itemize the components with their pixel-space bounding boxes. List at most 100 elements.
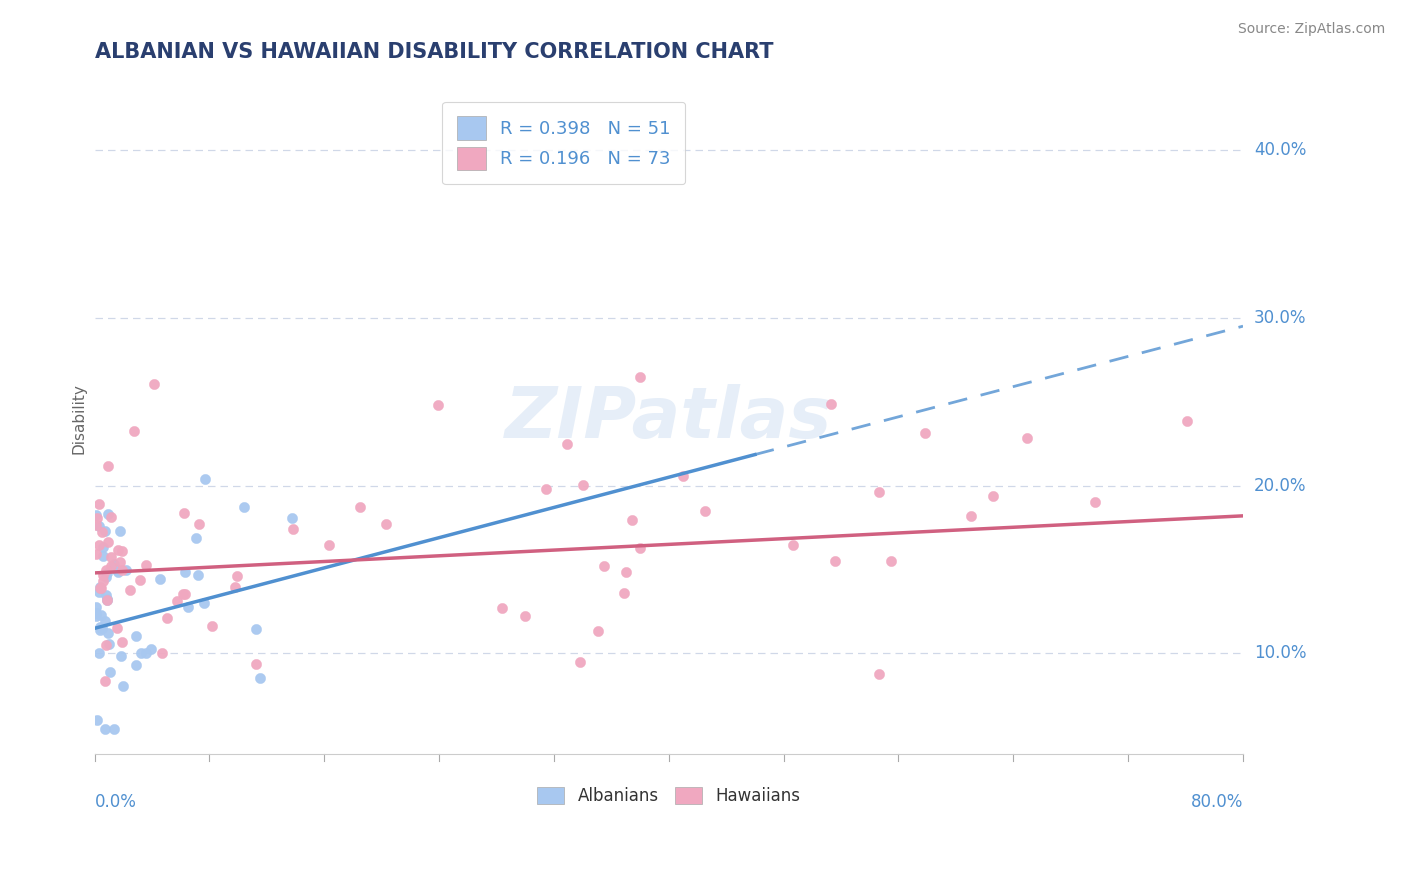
Point [612, 585, 634, 599]
Point [187, 567, 209, 582]
Point [107, 543, 129, 558]
Point [187, 517, 209, 532]
Point [111, 563, 134, 577]
Point [87, 538, 110, 552]
Point [880, 554, 903, 568]
Point [94, 673, 117, 688]
Point [97, 625, 120, 640]
Point [172, 587, 194, 601]
Point [693, 503, 716, 517]
Point [93, 722, 115, 736]
Point [135, 558, 157, 572]
Point [97, 458, 120, 473]
Text: 40.0%: 40.0% [1254, 141, 1306, 159]
Point [105, 563, 128, 577]
Point [555, 437, 578, 451]
Point [89, 580, 111, 594]
Point [1017, 431, 1039, 445]
Point [87, 646, 110, 660]
Point [94, 614, 117, 628]
Point [100, 665, 122, 679]
Text: 0.0%: 0.0% [94, 793, 136, 811]
Point [375, 516, 398, 531]
Point [186, 531, 208, 545]
Point [194, 472, 217, 486]
Point [84, 518, 107, 533]
Point [513, 608, 536, 623]
Point [122, 424, 145, 438]
Point [89, 582, 111, 596]
Point [820, 397, 842, 411]
Point [960, 508, 983, 523]
Point [149, 572, 172, 586]
Point [84, 609, 107, 624]
Point [232, 500, 254, 514]
Point [105, 621, 128, 635]
Legend: Albanians, Hawaiians: Albanians, Hawaiians [529, 778, 808, 813]
Point [91, 568, 114, 582]
Point [100, 509, 122, 524]
Point [129, 573, 152, 587]
Text: 80.0%: 80.0% [1191, 793, 1243, 811]
Point [1084, 494, 1107, 508]
Point [173, 565, 195, 579]
Point [91, 621, 114, 635]
Point [1175, 414, 1198, 428]
Point [100, 550, 122, 565]
Point [224, 580, 246, 594]
Point [628, 369, 651, 384]
Point [91, 540, 114, 554]
Point [318, 538, 340, 552]
Point [536, 483, 558, 497]
Point [139, 641, 162, 656]
Point [586, 624, 609, 639]
Point [86, 511, 108, 525]
Point [111, 634, 134, 648]
Point [824, 554, 846, 568]
Point [107, 565, 129, 579]
Point [94, 563, 117, 577]
Point [672, 469, 695, 483]
Point [868, 667, 890, 681]
Point [426, 398, 449, 412]
Point [108, 524, 131, 538]
Point [90, 525, 112, 540]
Point [103, 558, 125, 572]
Y-axis label: Disability: Disability [72, 383, 86, 454]
Point [614, 566, 637, 580]
Text: ALBANIAN VS HAWAIIAN DISABILITY CORRELATION CHART: ALBANIAN VS HAWAIIAN DISABILITY CORRELAT… [94, 42, 773, 62]
Point [173, 506, 195, 520]
Point [110, 648, 132, 663]
Point [981, 489, 1004, 503]
Point [84, 508, 107, 522]
Point [156, 611, 179, 625]
Point [118, 582, 141, 597]
Point [193, 596, 215, 610]
Point [201, 619, 224, 633]
Point [96, 593, 118, 607]
Point [97, 507, 120, 521]
Text: ZIPatlas: ZIPatlas [505, 384, 832, 453]
Point [111, 679, 134, 693]
Point [90, 608, 112, 623]
Point [868, 485, 890, 500]
Point [177, 599, 200, 614]
Point [115, 562, 138, 576]
Point [491, 601, 513, 615]
Point [96, 592, 118, 607]
Point [97, 535, 120, 549]
Point [173, 587, 195, 601]
Point [782, 538, 804, 552]
Point [94, 570, 117, 584]
Point [150, 646, 173, 660]
Point [125, 629, 148, 643]
Text: Source: ZipAtlas.com: Source: ZipAtlas.com [1237, 22, 1385, 37]
Point [94, 524, 117, 538]
Point [129, 646, 152, 660]
Point [100, 559, 122, 574]
Point [245, 622, 267, 636]
Point [569, 656, 592, 670]
Point [135, 646, 157, 660]
Point [89, 623, 111, 637]
Point [166, 594, 188, 608]
